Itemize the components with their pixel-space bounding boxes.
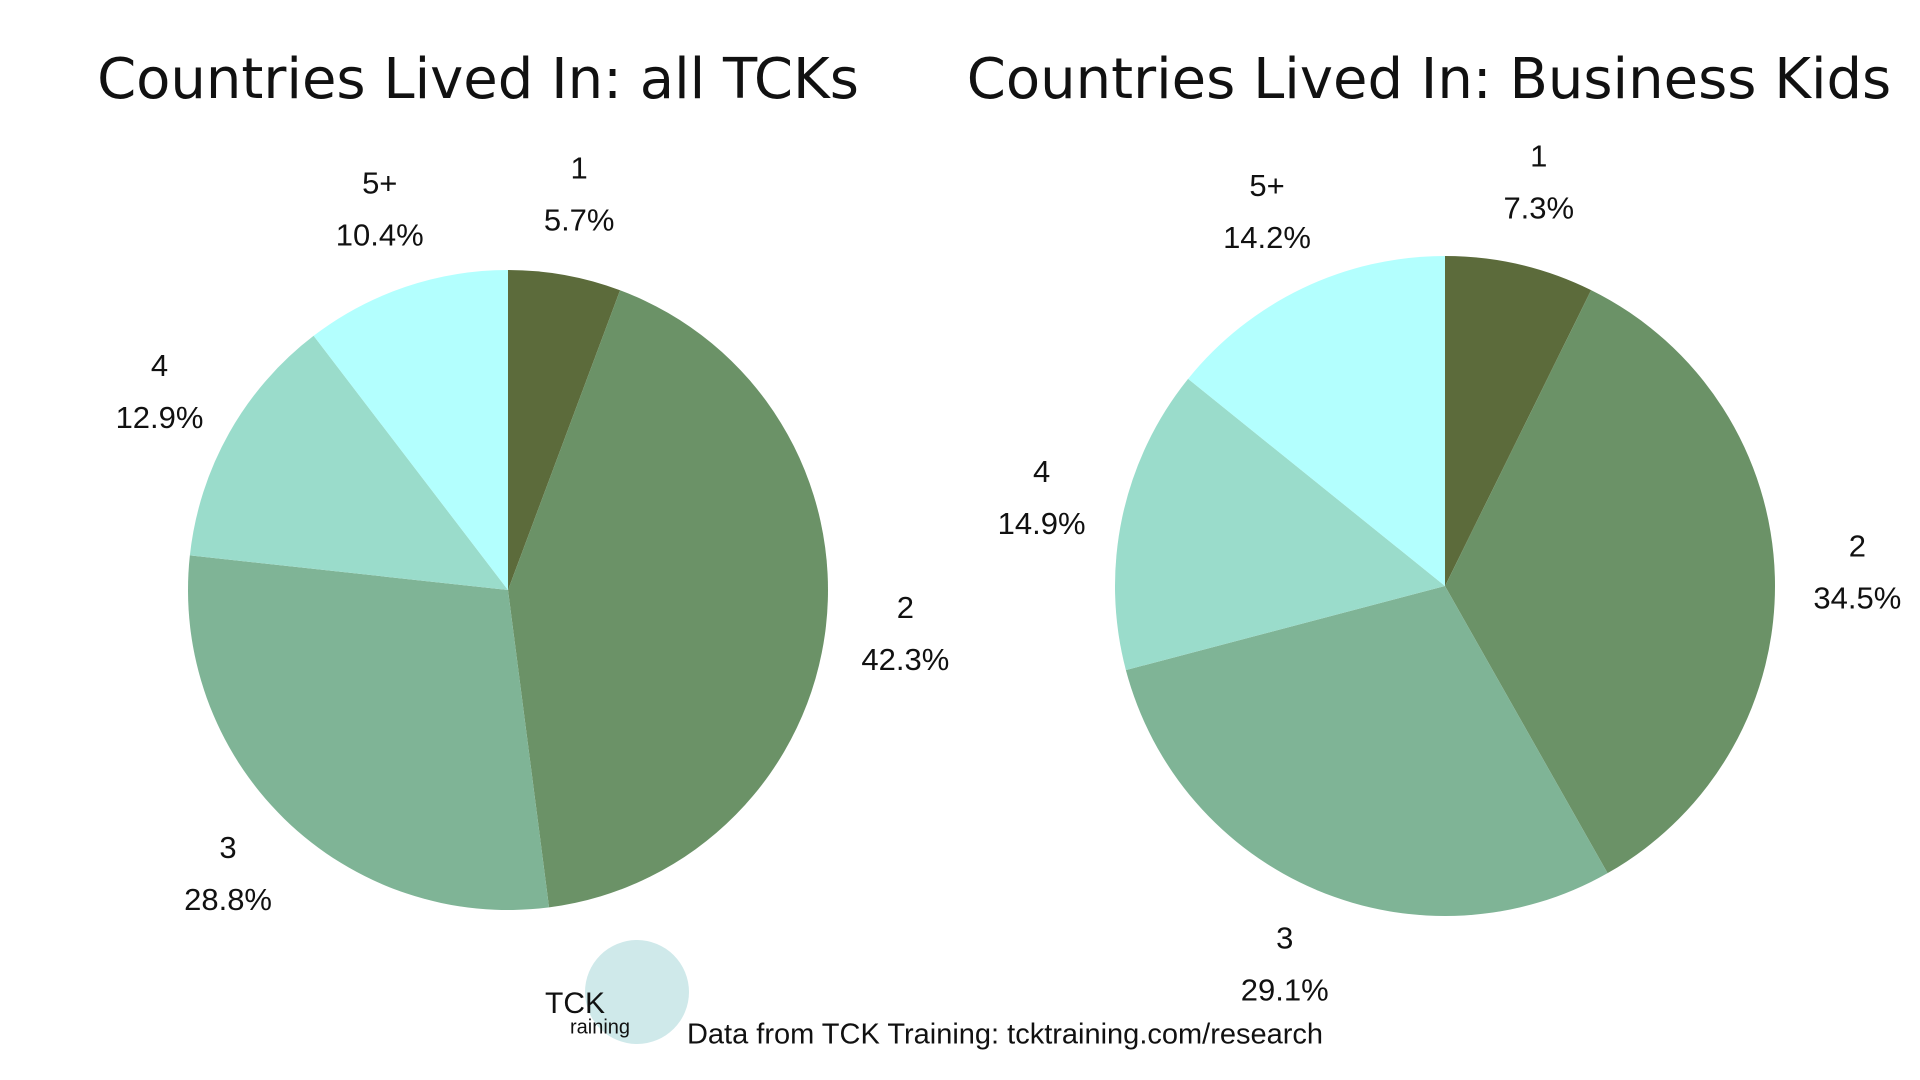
chart-title: Countries Lived In: all TCKs [97, 47, 859, 112]
chart-title: Countries Lived In: Business Kids [967, 47, 1891, 112]
pie-slice [187, 555, 550, 910]
slice-category: 4 [151, 348, 168, 383]
slice-value-label: 14.9% [998, 506, 1086, 541]
slice-category: 1 [1530, 138, 1547, 173]
slice-category: 2 [1849, 529, 1866, 564]
logo-bottom: raining [570, 1016, 630, 1038]
slice-value-label: 5.7% [544, 203, 615, 238]
slice-value-label: 29.1% [1241, 972, 1329, 1007]
slice-value-label: 28.8% [184, 882, 272, 917]
pie-slice [313, 270, 508, 590]
slice-category: 3 [219, 830, 236, 865]
slice-value-label: 14.2% [1223, 220, 1311, 255]
slice-value-label: 7.3% [1503, 190, 1574, 225]
pie-slice [1445, 290, 1775, 874]
pie-slice [508, 270, 621, 590]
slice-category: 4 [1033, 454, 1050, 489]
pie-slice [1188, 256, 1445, 586]
slice-value-label: 42.3% [861, 642, 949, 677]
slice-category: 2 [897, 590, 914, 625]
slice-category: 1 [571, 151, 588, 186]
pie-slice [1115, 378, 1445, 671]
logo-circle [585, 940, 689, 1044]
logo-top: TCK [545, 987, 605, 1020]
slice-value-label: 34.5% [1813, 581, 1901, 616]
pie-slice [1445, 256, 1592, 586]
source: Data from TCK Training: tcktraining.com/… [687, 1019, 1323, 1051]
pie-slice [508, 290, 829, 908]
slice-category: 5+ [362, 165, 397, 200]
pie-slice [189, 335, 509, 590]
slice-value-label: 10.4% [336, 217, 424, 252]
pie-slice [1125, 586, 1608, 916]
slice-category: 5+ [1249, 168, 1284, 203]
slice-category: 3 [1276, 920, 1293, 955]
slice-value-label: 12.9% [116, 400, 204, 435]
